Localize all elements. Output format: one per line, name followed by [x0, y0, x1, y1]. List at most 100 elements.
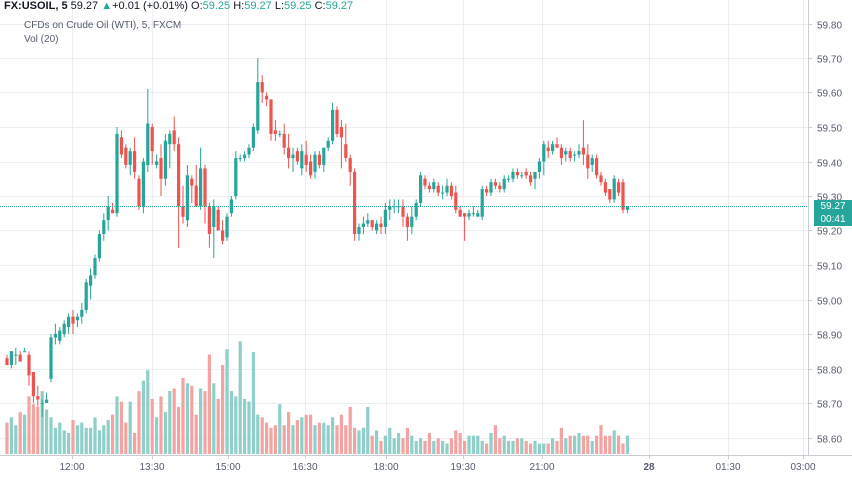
- candles: [5, 58, 629, 417]
- volume-bar: [58, 422, 62, 454]
- candle-body: [449, 185, 453, 197]
- candle-body: [564, 151, 568, 155]
- volume-bar: [348, 406, 352, 454]
- volume-bar: [238, 341, 242, 454]
- time-tick-label: 03:00: [790, 462, 815, 473]
- candle-body: [71, 316, 75, 324]
- candle-body: [458, 209, 462, 217]
- volume-bar: [559, 427, 563, 454]
- candle-body: [401, 206, 405, 217]
- candle-body: [331, 109, 335, 141]
- volume-bar: [542, 443, 546, 454]
- candle-body: [31, 372, 35, 397]
- volume-bar: [423, 440, 427, 454]
- up-arrow-icon: ▲: [101, 0, 113, 12]
- volume-bar: [419, 438, 423, 454]
- candle-body: [370, 220, 374, 228]
- candle-body: [159, 158, 163, 179]
- volume-bar: [40, 391, 44, 454]
- candle-body: [419, 175, 423, 203]
- time-tick-label: 28: [643, 462, 655, 473]
- candle-body: [84, 282, 88, 310]
- volume-bar: [216, 399, 220, 454]
- volume-bar: [137, 391, 141, 454]
- volume-bar: [529, 443, 533, 454]
- candle-body: [199, 168, 203, 207]
- candle-body: [40, 403, 44, 404]
- volume-bar: [366, 406, 370, 454]
- study-title[interactable]: CFDs on Crude Oil (WTI), 5, FXCM: [24, 20, 182, 31]
- candle-body: [18, 354, 22, 362]
- price-axis[interactable]: 59.80 59.70 59.60 59.50 59.40 59.30 59.20 59.10…: [808, 21, 842, 446]
- candle-body: [27, 354, 31, 376]
- candle-body: [190, 178, 194, 186]
- price-tick-label: 58.60: [817, 435, 842, 446]
- volume-bar: [331, 417, 335, 454]
- candle-body: [476, 213, 480, 217]
- candle-body: [344, 144, 348, 158]
- candle-body: [251, 127, 255, 148]
- volume-bar: [335, 425, 339, 454]
- volume-bar: [18, 412, 22, 454]
- volume-bar: [273, 425, 277, 454]
- time-axis[interactable]: 12:00 13:30 15:00 16:30 18:00 19:30 21:00 28 01:…: [59, 455, 816, 473]
- candle-body: [493, 182, 497, 186]
- volume-bar: [410, 435, 414, 454]
- candle-body: [124, 147, 128, 165]
- price-tick-label: 59.10: [817, 262, 842, 273]
- candle-body: [265, 95, 269, 100]
- candle-body: [568, 151, 572, 158]
- candle-body: [295, 151, 299, 162]
- candle-body: [216, 209, 220, 231]
- candle-body: [36, 396, 40, 400]
- candle-body: [75, 316, 79, 321]
- price-tick-label: 59.20: [817, 227, 842, 238]
- candle-body: [551, 144, 555, 152]
- volume-bar: [317, 422, 321, 454]
- candle-body: [441, 192, 445, 194]
- candle-body: [573, 154, 577, 156]
- candle-body: [181, 206, 185, 217]
- candle-body: [163, 140, 167, 179]
- volume-bar: [282, 425, 286, 454]
- high-value: 59.27: [244, 0, 272, 12]
- volume-bar: [432, 440, 436, 454]
- volume-bar: [533, 440, 537, 454]
- price-tick-label: 59.30: [817, 193, 842, 204]
- symbol-legend[interactable]: FX:USOIL, 5 59.27 ▲+0.01 (+0.01%) O:59.2…: [4, 0, 353, 12]
- candle-body: [410, 216, 414, 228]
- volume-bar: [476, 435, 480, 454]
- candle-body: [53, 334, 57, 338]
- volume-bar: [493, 425, 497, 454]
- volume-bar: [520, 438, 524, 454]
- candle-body: [348, 158, 352, 172]
- symbol-interval[interactable]: FX:USOIL, 5: [4, 0, 68, 12]
- candle-body: [194, 185, 198, 207]
- volume-bar: [194, 414, 198, 454]
- volume-bar: [49, 417, 53, 454]
- volume-bar: [115, 396, 119, 454]
- candle-body: [49, 337, 53, 379]
- candle-body: [269, 99, 273, 134]
- volume-bar: [568, 435, 572, 454]
- candle-body: [150, 127, 154, 152]
- candle-body: [608, 189, 612, 200]
- candle-body: [625, 206, 629, 210]
- candle-body: [555, 144, 559, 148]
- volume-legend[interactable]: Vol (20): [24, 34, 59, 45]
- volume-bar: [287, 412, 291, 454]
- candle-body: [383, 209, 387, 227]
- volume-bar: [177, 406, 181, 454]
- candle-body: [546, 147, 550, 152]
- volume-bar: [300, 417, 304, 454]
- candle-body: [155, 161, 159, 165]
- volume-bar: [471, 435, 475, 454]
- candle-body: [353, 171, 357, 234]
- volume-bar: [168, 391, 172, 454]
- volume-bar: [388, 427, 392, 454]
- candle-body: [133, 151, 137, 172]
- volume-bar: [414, 440, 418, 454]
- candle-body: [300, 151, 304, 169]
